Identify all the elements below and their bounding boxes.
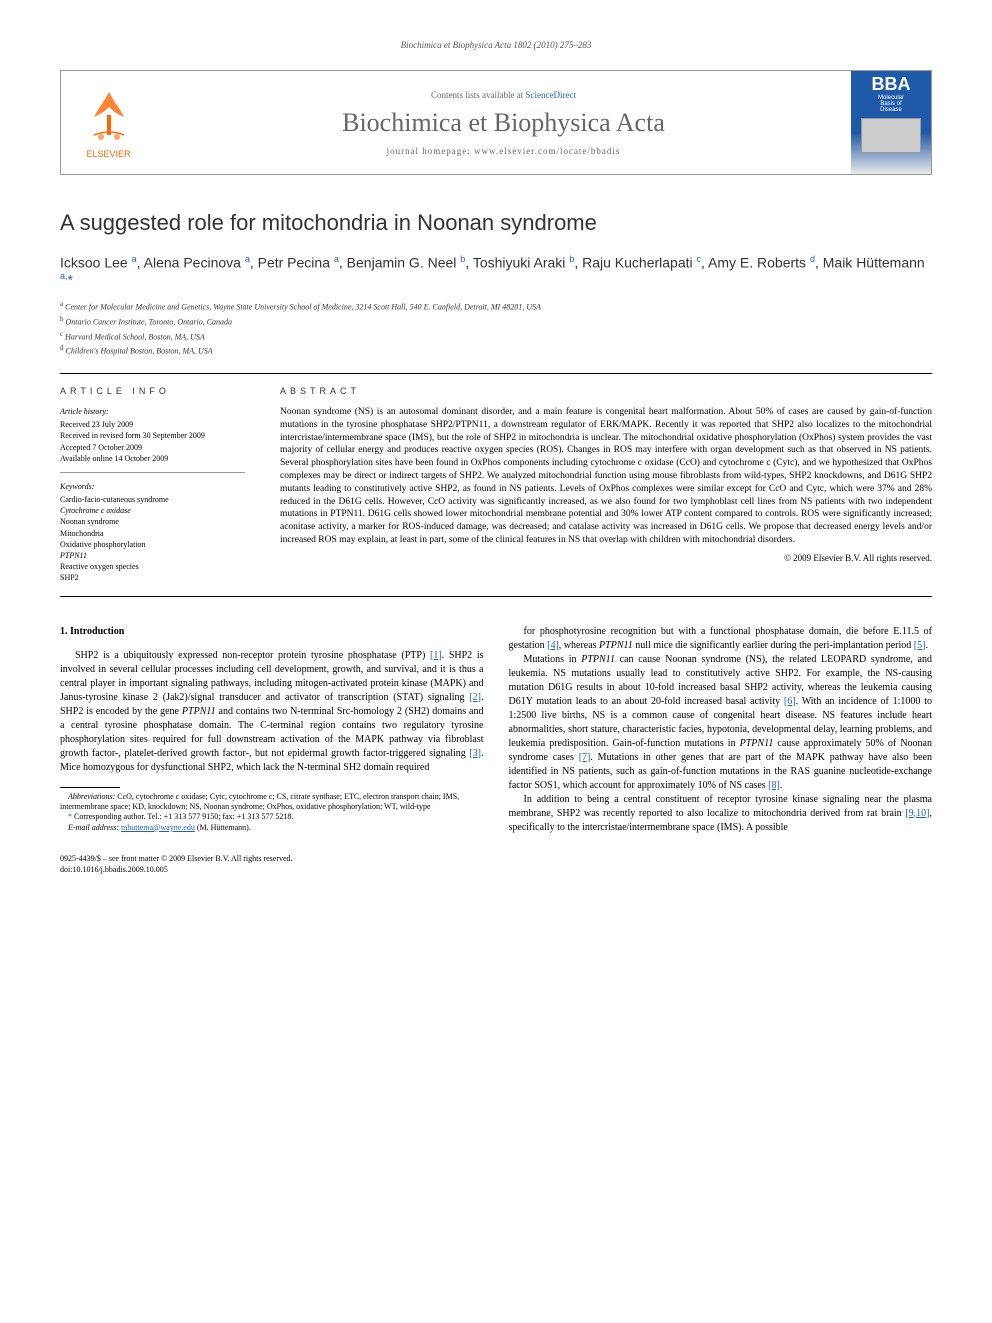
history-label: Article history: bbox=[60, 406, 245, 417]
author-list: Icksoo Lee a, Alena Pecinova a, Petr Pec… bbox=[60, 254, 932, 287]
homepage-url: www.elsevier.com/locate/bbadis bbox=[474, 146, 620, 156]
article-body: 1. Introduction SHP2 is a ubiquitously e… bbox=[60, 625, 932, 876]
email-link[interactable]: mhuttema@wayne.edu bbox=[121, 823, 195, 832]
keyword: Cytochrome c oxidase bbox=[60, 505, 245, 516]
keyword: Oxidative phosphorylation bbox=[60, 539, 245, 550]
email-footnote: E-mail address: mhuttema@wayne.edu (M. H… bbox=[60, 823, 484, 833]
history-item: Received 23 July 2009 bbox=[60, 419, 245, 430]
affiliation-line: d Children's Hospital Boston, Boston, MA… bbox=[60, 343, 932, 358]
publisher-logo: ELSEVIER bbox=[61, 71, 156, 174]
body-paragraph: In addition to being a central constitue… bbox=[509, 793, 933, 835]
keywords-block: Keywords: Cardio-facio-cutaneous syndrom… bbox=[60, 481, 245, 584]
contents-available-line: Contents lists available at ScienceDirec… bbox=[431, 90, 576, 100]
citation-link[interactable]: [8] bbox=[768, 780, 780, 791]
affiliation-line: c Harvard Medical School, Boston, MA, US… bbox=[60, 329, 932, 344]
body-paragraph: SHP2 is a ubiquitously expressed non-rec… bbox=[60, 649, 484, 775]
citation-link[interactable]: [1] bbox=[430, 650, 442, 661]
keyword: PTPN11 bbox=[60, 550, 245, 561]
journal-homepage-line: journal homepage: www.elsevier.com/locat… bbox=[387, 146, 621, 156]
keyword: Mitochondria bbox=[60, 528, 245, 539]
history-item: Received in revised form 30 September 20… bbox=[60, 430, 245, 441]
sciencedirect-link[interactable]: ScienceDirect bbox=[526, 90, 576, 100]
keywords-label: Keywords: bbox=[60, 481, 245, 492]
citation-link[interactable]: [6] bbox=[784, 696, 796, 707]
journal-header: ELSEVIER Contents lists available at Sci… bbox=[60, 70, 932, 175]
citation-link[interactable]: [2] bbox=[469, 692, 481, 703]
publisher-name: ELSEVIER bbox=[86, 149, 130, 159]
citation-link[interactable]: [5] bbox=[914, 640, 926, 651]
article-info-label: ARTICLE INFO bbox=[60, 386, 245, 396]
history-item: Accepted 7 October 2009 bbox=[60, 442, 245, 453]
corresponding-author-footnote: * Corresponding author. Tel.: +1 313 577… bbox=[60, 812, 484, 822]
cover-image-placeholder bbox=[861, 118, 921, 153]
issn-copyright-footer: 0925-4439/$ – see front matter © 2009 El… bbox=[60, 853, 484, 875]
keyword: SHP2 bbox=[60, 572, 245, 583]
footnote-separator bbox=[60, 787, 120, 788]
footer-copyright: 0925-4439/$ – see front matter © 2009 El… bbox=[60, 853, 484, 864]
affiliations: a Center for Molecular Medicine and Gene… bbox=[60, 299, 932, 358]
citation-link[interactable]: [9,10] bbox=[905, 808, 929, 819]
article-title: A suggested role for mitochondria in Noo… bbox=[60, 210, 932, 236]
elsevier-tree-icon bbox=[79, 87, 139, 147]
abbrev-text: CcO, cytochrome c oxidase; Cytc, cytochr… bbox=[60, 792, 459, 811]
journal-header-center: Contents lists available at ScienceDirec… bbox=[156, 71, 851, 174]
email-label: E-mail address: bbox=[68, 823, 119, 832]
citation-link[interactable]: [3] bbox=[469, 748, 481, 759]
abstract-label: ABSTRACT bbox=[280, 386, 932, 396]
history-item: Available online 14 October 2009 bbox=[60, 453, 245, 464]
cover-subtitle: Molecular Basis of Disease bbox=[878, 95, 904, 113]
journal-cover-thumbnail: BBA Molecular Basis of Disease bbox=[851, 71, 931, 174]
body-paragraph: for phosphotyrosine recognition but with… bbox=[509, 625, 933, 653]
abstract-copyright: © 2009 Elsevier B.V. All rights reserved… bbox=[280, 553, 932, 563]
cover-abbrev: BBA bbox=[872, 75, 911, 93]
footnotes-block: Abbreviations: CcO, cytochrome c oxidase… bbox=[60, 792, 484, 834]
abbreviations-footnote: Abbreviations: CcO, cytochrome c oxidase… bbox=[60, 792, 484, 813]
keyword: Noonan syndrome bbox=[60, 516, 245, 527]
journal-title: Biochimica et Biophysica Acta bbox=[342, 108, 665, 138]
contents-prefix: Contents lists available at bbox=[431, 90, 525, 100]
abstract-text: Noonan syndrome (NS) is an autosomal dom… bbox=[280, 406, 932, 547]
article-history-block: Article history: Received 23 July 2009 R… bbox=[60, 406, 245, 473]
corresp-text: Corresponding author. Tel.: +1 313 577 9… bbox=[74, 812, 293, 821]
email-name: (M. Hüttemann). bbox=[197, 823, 251, 832]
article-info-column: ARTICLE INFO Article history: Received 2… bbox=[60, 374, 260, 596]
body-paragraph: Mutations in PTPN11 can cause Noonan syn… bbox=[509, 653, 933, 793]
abstract-column: ABSTRACT Noonan syndrome (NS) is an auto… bbox=[260, 374, 932, 596]
footer-doi: doi:10.1016/j.bbadis.2009.10.005 bbox=[60, 864, 484, 875]
homepage-prefix: journal homepage: bbox=[387, 146, 474, 156]
info-abstract-row: ARTICLE INFO Article history: Received 2… bbox=[60, 373, 932, 597]
affiliation-line: b Ontario Cancer Institute, Toronto, Ont… bbox=[60, 314, 932, 329]
citation-link[interactable]: [4] bbox=[547, 640, 559, 651]
abbrev-label: Abbreviations: bbox=[68, 792, 115, 801]
keyword: Cardio-facio-cutaneous syndrome bbox=[60, 494, 245, 505]
affiliation-line: a Center for Molecular Medicine and Gene… bbox=[60, 299, 932, 314]
keyword: Reactive oxygen species bbox=[60, 561, 245, 572]
section-heading-intro: 1. Introduction bbox=[60, 625, 484, 639]
citation-link[interactable]: [7] bbox=[579, 752, 591, 763]
running-header: Biochimica et Biophysica Acta 1802 (2010… bbox=[60, 40, 932, 50]
